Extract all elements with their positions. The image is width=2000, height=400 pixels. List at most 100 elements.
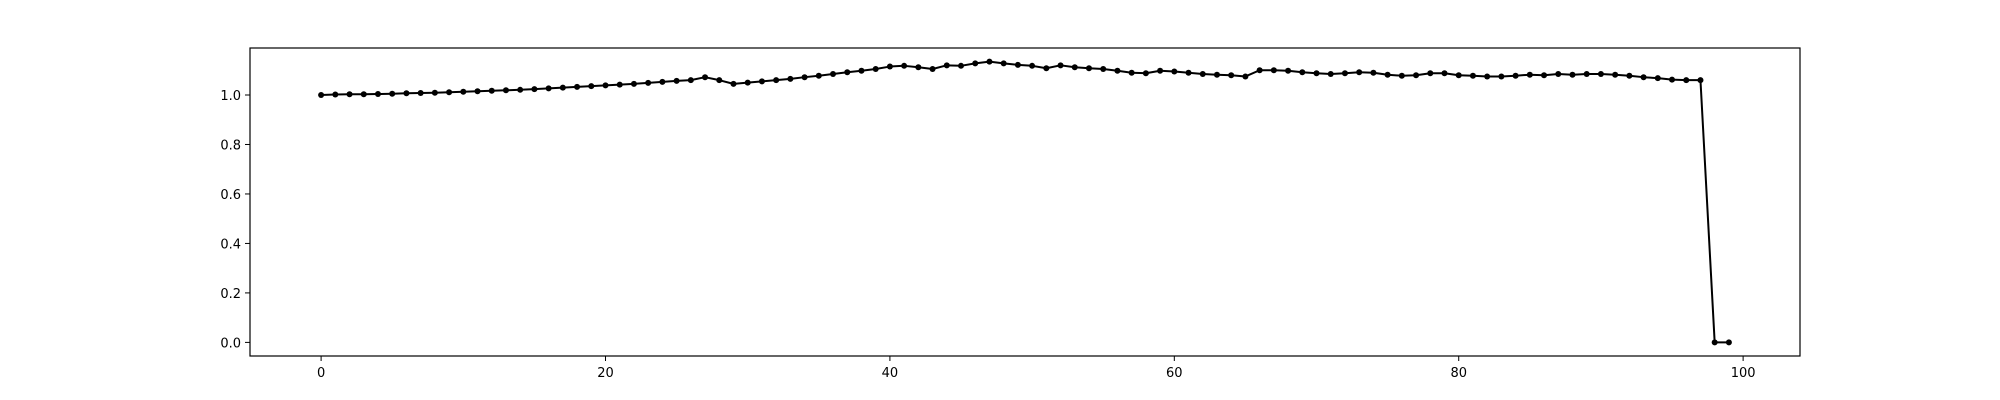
data-point bbox=[616, 81, 623, 88]
data-point bbox=[972, 60, 979, 67]
data-point bbox=[1242, 73, 1249, 80]
data-point bbox=[1384, 71, 1391, 78]
data-point bbox=[1185, 69, 1192, 76]
data-point bbox=[446, 89, 453, 96]
data-point bbox=[1100, 66, 1107, 73]
data-point bbox=[517, 86, 524, 93]
y-tick-label: 0.8 bbox=[220, 138, 241, 153]
data-point bbox=[360, 91, 367, 98]
data-point bbox=[374, 91, 381, 98]
data-point bbox=[1356, 69, 1363, 76]
data-point bbox=[1455, 72, 1462, 79]
data-point bbox=[318, 92, 325, 99]
data-point bbox=[1029, 62, 1036, 69]
data-point bbox=[844, 69, 851, 76]
plot-frame bbox=[249, 47, 1801, 357]
series-line bbox=[321, 60, 1729, 344]
data-point bbox=[403, 90, 410, 97]
data-point bbox=[1597, 70, 1604, 77]
data-point bbox=[929, 66, 936, 73]
data-point bbox=[545, 85, 552, 92]
x-tick-label: 80 bbox=[1450, 366, 1467, 381]
data-point bbox=[815, 72, 822, 79]
y-tick-label: 0.0 bbox=[220, 336, 241, 351]
data-point bbox=[1327, 70, 1334, 77]
data-point bbox=[958, 62, 965, 69]
data-point bbox=[1541, 72, 1548, 79]
data-point bbox=[460, 88, 467, 95]
data-point bbox=[1256, 67, 1263, 74]
y-tick-label: 0.2 bbox=[220, 287, 241, 302]
data-point bbox=[346, 91, 353, 98]
data-point bbox=[1469, 72, 1476, 79]
data-point bbox=[986, 58, 993, 65]
data-point bbox=[1640, 74, 1647, 81]
data-point bbox=[1427, 70, 1434, 77]
data-point bbox=[1270, 67, 1277, 74]
data-point bbox=[659, 78, 666, 85]
data-point bbox=[1569, 71, 1576, 78]
data-point bbox=[531, 86, 538, 93]
data-point bbox=[801, 74, 808, 81]
data-point bbox=[716, 77, 723, 84]
data-point bbox=[1043, 65, 1050, 72]
series-layer bbox=[318, 58, 1732, 346]
data-point bbox=[1199, 70, 1206, 77]
data-point bbox=[1683, 77, 1690, 84]
data-point bbox=[1711, 339, 1718, 346]
y-axis: 0.0 0.2 0.4 0.6 0.8 1.0 bbox=[220, 89, 250, 351]
data-point bbox=[1341, 70, 1348, 77]
data-point bbox=[773, 77, 780, 84]
data-point bbox=[630, 80, 637, 87]
data-point bbox=[744, 79, 751, 86]
data-point bbox=[687, 77, 694, 84]
data-point bbox=[1583, 70, 1590, 77]
data-point bbox=[787, 75, 794, 82]
data-point bbox=[830, 70, 837, 77]
data-point bbox=[1413, 72, 1420, 79]
x-tick-label: 40 bbox=[882, 366, 899, 381]
data-point bbox=[417, 90, 424, 97]
data-point bbox=[1171, 68, 1178, 75]
data-point bbox=[1498, 73, 1505, 80]
data-point bbox=[332, 91, 339, 98]
data-point bbox=[1654, 75, 1661, 82]
data-point bbox=[602, 82, 609, 89]
data-point bbox=[1725, 339, 1732, 346]
data-point bbox=[1526, 71, 1533, 78]
data-point bbox=[1014, 61, 1021, 68]
x-tick-label: 20 bbox=[597, 366, 614, 381]
data-point bbox=[588, 83, 595, 90]
data-point bbox=[1512, 72, 1519, 79]
data-point bbox=[574, 83, 581, 90]
data-point bbox=[1128, 69, 1135, 76]
data-point bbox=[1228, 72, 1235, 79]
x-tick-label: 60 bbox=[1166, 366, 1183, 381]
data-point bbox=[559, 84, 566, 91]
data-point bbox=[1000, 60, 1007, 67]
data-point bbox=[1398, 72, 1405, 79]
data-point bbox=[1285, 67, 1292, 74]
y-tick-label: 0.6 bbox=[220, 188, 241, 203]
data-point bbox=[915, 64, 922, 71]
data-point bbox=[1299, 69, 1306, 76]
data-point bbox=[474, 88, 481, 95]
data-point bbox=[673, 77, 680, 84]
data-point bbox=[702, 74, 709, 81]
data-point bbox=[1370, 69, 1377, 76]
data-point bbox=[1555, 70, 1562, 77]
data-point bbox=[1142, 70, 1149, 77]
data-point bbox=[1626, 72, 1633, 79]
data-point bbox=[886, 63, 893, 70]
data-point bbox=[943, 62, 950, 69]
data-point bbox=[1085, 65, 1092, 72]
data-point bbox=[858, 67, 865, 74]
y-tick-label: 0.4 bbox=[220, 237, 241, 252]
data-point bbox=[1071, 64, 1078, 71]
data-point bbox=[645, 79, 652, 86]
data-point bbox=[1114, 67, 1121, 74]
data-point bbox=[1213, 71, 1220, 78]
data-point bbox=[730, 80, 737, 87]
